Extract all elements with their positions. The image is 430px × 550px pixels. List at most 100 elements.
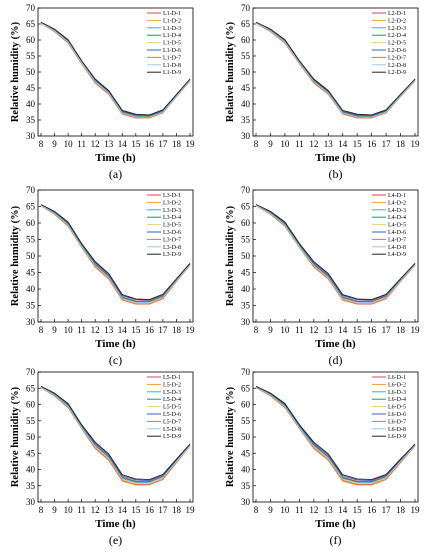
x-tick-label: 17 — [158, 325, 168, 335]
x-tick-label: 14 — [118, 325, 128, 335]
legend-entry: L3-D-6 — [163, 230, 181, 236]
x-tick-label: 13 — [104, 139, 114, 149]
x-tick-label: 12 — [91, 505, 100, 515]
y-tick-label: 60 — [241, 35, 251, 45]
y-tick-label: 55 — [241, 51, 251, 61]
legend-entry: L5-D-1 — [163, 375, 181, 381]
legend-entry: L1-D-6 — [163, 48, 181, 54]
x-tick-label: 8 — [254, 505, 259, 515]
x-tick-label: 15 — [353, 505, 363, 515]
y-tick-label: 60 — [241, 400, 251, 410]
y-tick-label: 70 — [26, 185, 36, 195]
y-tick-label: 40 — [26, 284, 36, 294]
y-axis-label: Relative humidity (%) — [225, 21, 236, 122]
y-tick-label: 60 — [241, 218, 251, 228]
legend-entry: L4-D-9 — [388, 252, 406, 258]
series-line-L5-D-8 — [40, 386, 191, 484]
x-tick-label: 13 — [104, 325, 114, 335]
y-tick-label: 60 — [26, 35, 36, 45]
panel-caption: (f) — [330, 533, 342, 547]
legend-entry: L4-D-8 — [388, 245, 406, 251]
x-tick-label: 15 — [131, 505, 141, 515]
y-axis-label: Relative humidity (%) — [10, 386, 21, 487]
series-line-L1-D-9 — [40, 21, 191, 116]
x-tick-label: 17 — [158, 505, 168, 515]
series-line-L6-D-6 — [255, 386, 416, 482]
x-tick-label: 10 — [64, 325, 74, 335]
series-line-L5-D-6 — [40, 386, 191, 482]
y-tick-label: 55 — [241, 416, 251, 426]
legend-entry: L1-D-7 — [163, 55, 181, 61]
legend-entry: L4-D-4 — [388, 215, 406, 221]
legend-entry: L5-D-2 — [163, 382, 181, 388]
series-line-L4-D-8 — [255, 204, 416, 303]
x-tick-label: 16 — [145, 139, 155, 149]
y-tick-label: 40 — [241, 99, 251, 109]
x-tick-label: 18 — [172, 505, 182, 515]
legend-entry: L3-D-4 — [163, 215, 181, 221]
chart-panel-b: 30 35 40 45 50 55 60 65 70 8 9 10 11 12 13 14 15 16 17 18 19… — [225, 3, 420, 181]
x-tick-label: 13 — [324, 139, 334, 149]
legend-entry: L2-D-3 — [388, 26, 406, 32]
x-tick-label: 11 — [77, 505, 86, 515]
x-tick-label: 16 — [145, 325, 155, 335]
y-tick-label: 45 — [26, 448, 36, 458]
panel-caption: (e) — [109, 533, 122, 547]
x-tick-label: 10 — [280, 139, 290, 149]
y-axis-label: Relative humidity (%) — [225, 386, 236, 487]
x-axis-label: Time (h) — [95, 152, 136, 164]
legend-entry: L4-D-1 — [388, 193, 406, 199]
x-tick-label: 8 — [254, 325, 259, 335]
panel-caption: (c) — [109, 353, 122, 367]
y-tick-label: 60 — [26, 400, 36, 410]
x-tick-label: 9 — [268, 325, 273, 335]
legend-entry: L2-D-8 — [388, 63, 406, 69]
y-tick-label: 50 — [26, 251, 36, 261]
legend-entry: L1-D-5 — [163, 41, 181, 47]
legend-entry: L1-D-8 — [163, 63, 181, 69]
y-tick-label: 35 — [26, 115, 36, 125]
y-axis-label: Relative humidity (%) — [225, 205, 236, 306]
y-tick-label: 50 — [241, 432, 251, 442]
legend-entry: L2-D-6 — [388, 48, 406, 54]
x-tick-label: 11 — [77, 139, 86, 149]
legend-entry: L3-D-3 — [163, 208, 181, 214]
x-tick-label: 16 — [367, 325, 377, 335]
x-tick-label: 15 — [353, 139, 363, 149]
legend-entry: L6-D-7 — [388, 419, 406, 425]
y-tick-label: 70 — [26, 367, 36, 377]
x-tick-label: 16 — [367, 139, 377, 149]
y-tick-label: 65 — [241, 383, 251, 393]
series-line-L6-D-9 — [255, 385, 416, 481]
y-tick-label: 30 — [241, 131, 251, 141]
y-tick-label: 45 — [241, 448, 251, 458]
x-axis-label: Time (h) — [95, 518, 136, 530]
legend-entry: L3-D-8 — [163, 245, 181, 251]
x-tick-label: 12 — [91, 139, 100, 149]
series-line-L3-D-7 — [40, 205, 191, 305]
y-tick-label: 30 — [241, 317, 251, 327]
legend-entry: L6-D-5 — [388, 405, 406, 411]
legend-entry: L2-D-7 — [388, 55, 406, 61]
y-tick-label: 30 — [26, 131, 36, 141]
y-tick-label: 65 — [241, 202, 251, 212]
y-axis-label: Relative humidity (%) — [10, 21, 21, 122]
legend-entry: L5-D-7 — [163, 419, 181, 425]
x-tick-label: 19 — [186, 139, 196, 149]
y-tick-label: 50 — [241, 251, 251, 261]
x-tick-label: 9 — [268, 505, 273, 515]
x-tick-label: 8 — [39, 325, 44, 335]
y-tick-label: 35 — [26, 301, 36, 311]
x-tick-label: 17 — [382, 325, 392, 335]
y-tick-label: 40 — [26, 99, 36, 109]
y-tick-label: 45 — [241, 268, 251, 278]
x-tick-label: 15 — [131, 325, 141, 335]
series-line-L3-D-8 — [40, 204, 191, 303]
legend-entry: L1-D-1 — [163, 11, 181, 17]
series-line-L4-D-9 — [255, 204, 416, 301]
y-tick-label: 65 — [26, 383, 36, 393]
